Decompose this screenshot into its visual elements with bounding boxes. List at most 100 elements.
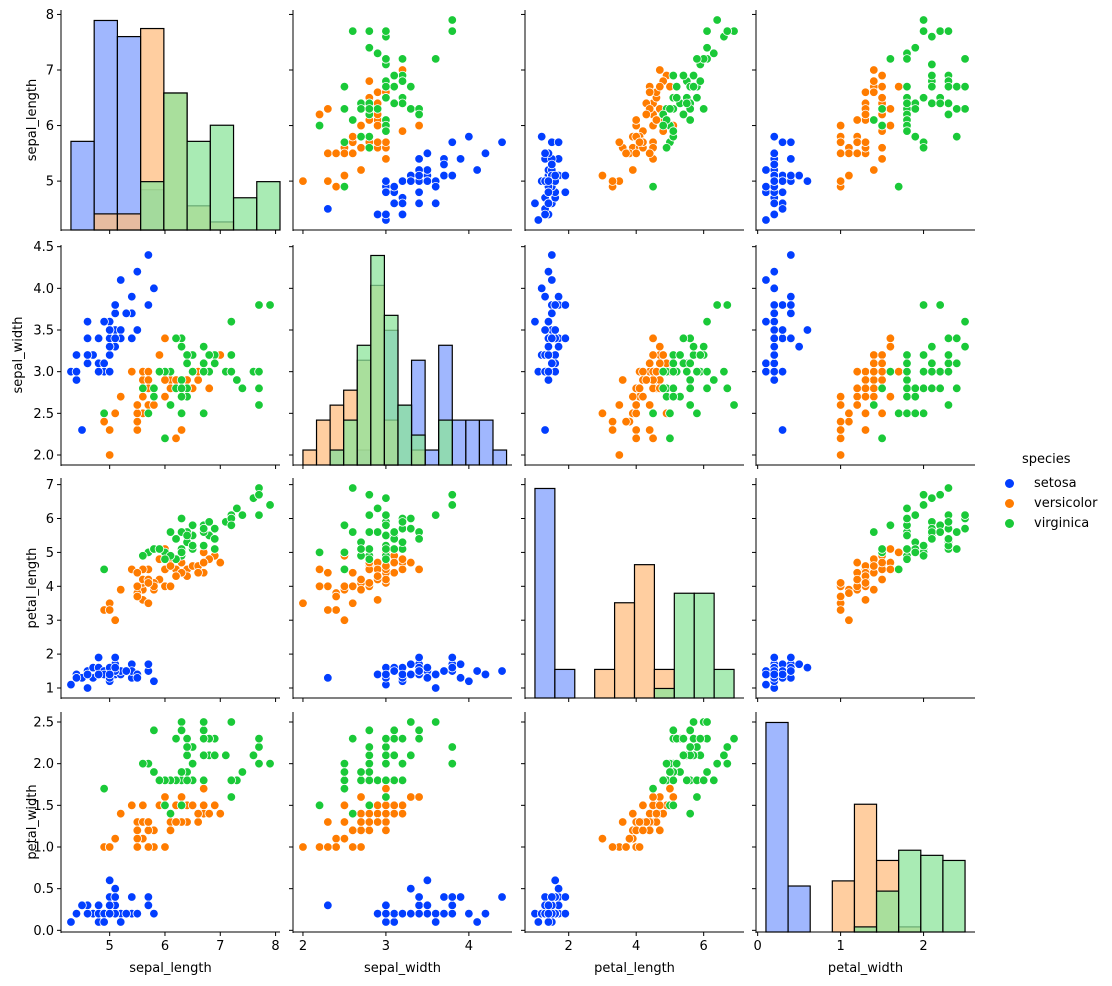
point-setosa <box>71 350 82 360</box>
point-setosa <box>802 662 813 673</box>
hist-bar-setosa <box>465 419 481 466</box>
point-setosa <box>93 366 104 377</box>
point-setosa <box>406 883 416 894</box>
point-virginica <box>198 750 209 761</box>
point-virginica <box>943 333 954 344</box>
point-setosa <box>447 662 457 673</box>
subplot-petal_length-vs-petal_length <box>521 478 744 702</box>
hist-bar-virginica <box>693 592 715 699</box>
point-virginica <box>314 547 325 558</box>
x-tick-label: 2 <box>565 939 573 954</box>
point-virginica <box>176 375 187 385</box>
point-virginica <box>960 510 970 520</box>
point-virginica <box>381 126 391 136</box>
point-versicolor <box>110 408 120 419</box>
point-virginica <box>671 758 682 769</box>
point-virginica <box>902 513 912 524</box>
point-setosa <box>761 215 771 225</box>
point-virginica <box>935 490 945 500</box>
point-setosa <box>769 209 779 220</box>
point-virginica <box>665 433 675 444</box>
point-versicolor <box>389 557 399 568</box>
legend-title: species <box>1022 452 1071 467</box>
point-versicolor <box>104 842 115 852</box>
point-virginica <box>702 26 712 36</box>
point-virginica <box>154 366 165 377</box>
point-setosa <box>543 375 554 385</box>
point-versicolor <box>298 598 308 608</box>
point-versicolor <box>339 800 350 811</box>
point-versicolor <box>607 842 618 852</box>
point-virginica <box>952 333 962 344</box>
point-versicolor <box>298 842 308 852</box>
point-virginica <box>960 104 970 114</box>
point-virginica <box>692 792 702 802</box>
point-virginica <box>414 733 424 744</box>
point-virginica <box>902 391 912 402</box>
point-setosa <box>802 325 813 335</box>
point-virginica <box>943 109 954 120</box>
point-virginica <box>372 775 383 786</box>
point-setosa <box>93 333 104 344</box>
point-virginica <box>960 316 970 327</box>
point-setosa <box>110 333 120 344</box>
point-setosa <box>761 669 771 680</box>
point-setosa <box>149 676 159 686</box>
subplot-sepal_length-vs-sepal_width <box>289 10 512 234</box>
point-setosa <box>777 300 788 310</box>
point-setosa <box>127 892 137 902</box>
point-virginica <box>176 341 187 352</box>
point-virginica <box>682 366 692 377</box>
hist-bar-versicolor <box>613 602 636 699</box>
point-setosa <box>430 917 441 927</box>
point-versicolor <box>372 808 383 819</box>
point-virginica <box>918 490 929 500</box>
hist-bar-virginica <box>370 254 385 466</box>
point-setosa <box>543 187 554 197</box>
point-virginica <box>143 408 154 419</box>
point-setosa <box>430 669 441 680</box>
point-virginica <box>918 26 929 36</box>
point-versicolor <box>397 800 408 811</box>
point-virginica <box>339 547 350 558</box>
point-virginica <box>182 530 192 541</box>
point-versicolor <box>210 800 220 811</box>
point-setosa <box>381 669 391 680</box>
hist-bar-setosa <box>554 668 576 699</box>
point-versicolor <box>648 433 658 444</box>
point-virginica <box>722 26 732 36</box>
x-tick-label: 2 <box>299 939 307 954</box>
point-versicolor <box>323 104 333 114</box>
point-virginica <box>698 341 709 352</box>
legend-item-setosa: setosa <box>1002 473 1097 493</box>
point-setosa <box>472 165 482 175</box>
point-setosa <box>530 198 540 209</box>
point-versicolor <box>323 817 333 827</box>
point-setosa <box>422 900 433 911</box>
point-versicolor <box>397 554 408 564</box>
point-setosa <box>447 170 457 181</box>
point-virginica <box>658 775 668 786</box>
point-virginica <box>902 383 912 394</box>
point-virginica <box>210 750 220 761</box>
point-virginica <box>356 544 366 554</box>
point-virginica <box>254 400 264 410</box>
point-virginica <box>314 120 325 131</box>
point-virginica <box>381 54 391 64</box>
point-versicolor <box>331 833 341 844</box>
y-tick-label: 6 <box>46 512 54 527</box>
y-tick-label: 8 <box>46 8 54 23</box>
point-versicolor <box>160 391 170 402</box>
x-tick-label: 2 <box>919 939 927 954</box>
point-setosa <box>414 187 424 197</box>
point-virginica <box>943 358 954 369</box>
point-virginica <box>668 725 679 736</box>
point-versicolor <box>215 808 225 819</box>
hist-bar-versicolor <box>853 803 878 933</box>
y-tick-label: 3.5 <box>33 324 54 339</box>
point-setosa <box>381 176 391 186</box>
point-virginica <box>661 758 672 769</box>
point-virginica <box>187 540 198 551</box>
point-versicolor <box>215 557 225 568</box>
